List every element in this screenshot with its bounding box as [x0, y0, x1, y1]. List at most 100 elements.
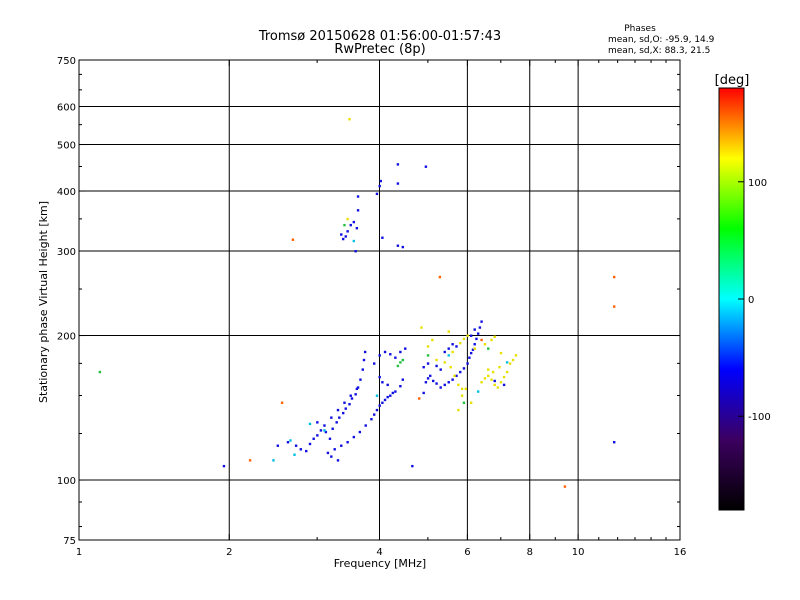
- data-point: [476, 332, 480, 335]
- colorbar-tick-label: 0: [748, 295, 754, 306]
- data-point: [499, 351, 503, 355]
- data-point: [460, 394, 464, 397]
- data-point: [344, 407, 347, 410]
- y-tick-label: 500: [57, 141, 76, 152]
- data-point: [378, 375, 381, 379]
- data-point: [331, 427, 334, 430]
- y-tick-label: 750: [57, 56, 76, 67]
- data-point: [443, 350, 446, 354]
- data-point: [346, 217, 349, 221]
- data-point: [291, 238, 295, 241]
- data-point: [471, 348, 475, 351]
- data-point: [378, 404, 381, 407]
- data-point: [340, 444, 343, 447]
- data-point: [483, 343, 487, 346]
- chart-title: Tromsø 20150628 01:56:00-01:57:43: [258, 29, 501, 44]
- data-point: [457, 408, 460, 412]
- data-point: [473, 343, 476, 346]
- data-point: [469, 334, 473, 337]
- data-point: [341, 411, 345, 415]
- data-point: [493, 335, 496, 338]
- data-point: [420, 326, 423, 329]
- data-point: [391, 391, 395, 395]
- data-point: [383, 398, 387, 402]
- data-point: [373, 362, 376, 365]
- data-point: [439, 368, 442, 371]
- data-point: [272, 459, 275, 462]
- data-point: [502, 383, 506, 387]
- data-point: [352, 435, 356, 439]
- data-point: [511, 358, 515, 362]
- data-point: [493, 383, 496, 387]
- data-point: [404, 347, 407, 350]
- data-point: [464, 387, 467, 391]
- data-point: [491, 370, 495, 374]
- data-point: [375, 408, 379, 412]
- x-tick-label: 16: [674, 547, 687, 558]
- data-point: [378, 354, 381, 357]
- data-point: [612, 441, 616, 444]
- data-point: [383, 350, 387, 354]
- data-point: [563, 485, 567, 488]
- data-point: [469, 351, 473, 355]
- colorbar-ticks: 100 0 -100: [738, 178, 771, 423]
- data-point: [459, 370, 462, 374]
- data-point: [505, 370, 509, 374]
- data-point: [447, 347, 450, 350]
- data-point: [346, 441, 349, 444]
- chart-subtitle: RwPretec (8p): [334, 42, 425, 57]
- data-point: [355, 227, 359, 230]
- data-point: [449, 365, 452, 369]
- data-point: [480, 320, 483, 323]
- x-tick-label: 4: [376, 547, 382, 558]
- data-point: [386, 395, 389, 399]
- data-point: [330, 416, 333, 419]
- data-point: [490, 378, 493, 381]
- data-point: [447, 330, 450, 333]
- data-point: [499, 381, 503, 384]
- data-point: [355, 387, 359, 391]
- data-point: [493, 379, 496, 383]
- data-point: [370, 418, 373, 421]
- data-point: [358, 430, 362, 434]
- data-point: [473, 347, 476, 350]
- data-point: [487, 374, 490, 378]
- data-point: [323, 424, 326, 427]
- data-point: [352, 220, 356, 224]
- data-point: [396, 182, 400, 185]
- data-point: [453, 374, 456, 378]
- data-point: [326, 451, 330, 455]
- data-point: [364, 424, 367, 427]
- grid-lines: [79, 60, 680, 540]
- data-point: [426, 362, 430, 365]
- data-point: [335, 421, 338, 424]
- data-point: [348, 118, 351, 121]
- data-point: [475, 337, 478, 341]
- data-point: [478, 326, 482, 329]
- data-point: [426, 345, 430, 348]
- x-tick-label: 6: [464, 547, 470, 558]
- data-point: [502, 375, 506, 379]
- data-point: [379, 179, 382, 183]
- data-point: [498, 365, 501, 369]
- data-point: [98, 370, 102, 374]
- data-point: [426, 377, 430, 380]
- colorbar-tick-label: 100: [748, 178, 767, 189]
- data-point: [429, 374, 432, 378]
- data-point: [435, 382, 438, 385]
- data-point: [328, 437, 332, 440]
- y-tick-label: 100: [57, 476, 76, 487]
- data-point: [451, 343, 454, 346]
- data-point: [361, 368, 365, 371]
- data-point: [459, 341, 462, 345]
- data-point: [341, 237, 345, 241]
- data-point: [333, 448, 336, 451]
- data-point: [612, 305, 616, 308]
- data-point: [308, 442, 312, 446]
- data-point: [401, 245, 405, 249]
- data-point: [389, 394, 392, 397]
- data-point: [462, 367, 466, 370]
- data-point: [316, 434, 319, 437]
- data-point: [401, 378, 405, 381]
